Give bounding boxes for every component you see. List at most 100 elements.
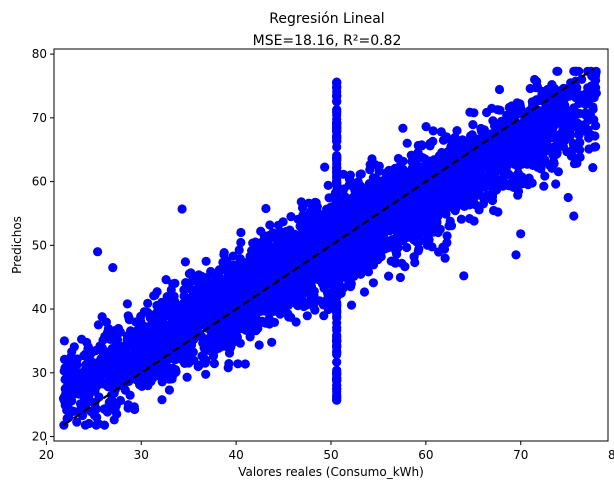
data-point (468, 120, 478, 130)
data-point (489, 205, 499, 216)
data-point (274, 267, 284, 277)
data-point (125, 390, 135, 400)
data-point (332, 280, 342, 291)
data-point (524, 144, 534, 154)
data-point (254, 340, 264, 350)
data-point (214, 275, 224, 285)
plot-area (58, 66, 601, 430)
data-point (167, 374, 177, 384)
data-point (546, 110, 556, 120)
data-point (395, 188, 405, 198)
data-point (590, 71, 601, 81)
x-tick-label: 70 (513, 448, 528, 462)
data-point (212, 284, 222, 294)
data-point (332, 245, 342, 255)
y-axis-title: Predichos (10, 216, 24, 274)
data-point (352, 207, 363, 217)
data-point (361, 208, 371, 218)
data-point (320, 162, 330, 172)
data-point (113, 348, 123, 358)
data-point (223, 363, 233, 373)
data-point (488, 164, 498, 174)
data-point (292, 275, 302, 285)
data-point (135, 380, 145, 390)
data-point (97, 312, 107, 322)
data-point (162, 292, 172, 302)
data-point (570, 66, 580, 76)
data-point (555, 106, 565, 116)
data-point (346, 239, 356, 249)
data-point (315, 296, 325, 306)
data-point (461, 138, 471, 148)
data-point (369, 179, 380, 189)
data-point (392, 163, 402, 173)
data-point (469, 172, 479, 183)
data-point (405, 179, 415, 189)
data-point (534, 117, 544, 127)
data-point (524, 151, 534, 161)
data-point (332, 229, 342, 239)
data-point (517, 156, 527, 166)
y-tick-label: 60 (32, 175, 47, 189)
data-point (152, 367, 162, 377)
data-point (304, 280, 314, 290)
data-point (234, 258, 244, 268)
data-point (277, 248, 288, 258)
data-point (82, 337, 92, 347)
data-point (236, 265, 246, 275)
data-point (229, 273, 239, 283)
data-point (235, 338, 245, 348)
data-point (274, 286, 284, 297)
data-point (465, 214, 475, 224)
data-point (270, 257, 280, 267)
data-point (100, 347, 110, 357)
data-point (400, 233, 410, 243)
data-point (425, 141, 435, 151)
data-point (103, 324, 114, 334)
data-point (186, 268, 196, 278)
data-point (99, 420, 110, 430)
data-point (340, 191, 350, 201)
data-point (157, 377, 167, 387)
data-point (440, 253, 450, 263)
data-point (248, 280, 258, 290)
data-point (167, 323, 177, 333)
data-point (368, 278, 378, 288)
data-point (332, 90, 342, 100)
data-point (332, 302, 342, 312)
data-point (420, 164, 430, 174)
data-point (365, 160, 375, 170)
data-point (384, 271, 394, 281)
data-point (108, 334, 118, 344)
data-point (122, 299, 132, 309)
data-point (309, 244, 319, 255)
data-point (252, 245, 262, 255)
data-point (428, 126, 438, 136)
reference-line-group (62, 67, 595, 426)
data-point (566, 78, 576, 88)
data-point (480, 152, 490, 162)
data-point (332, 209, 342, 220)
data-point (588, 104, 598, 114)
data-point (354, 248, 364, 258)
data-point (105, 370, 115, 380)
data-point (446, 141, 456, 152)
data-point (278, 217, 288, 227)
data-point (533, 133, 543, 143)
data-point (157, 301, 167, 311)
data-point (166, 285, 176, 295)
data-point (215, 337, 225, 347)
data-point (99, 404, 109, 414)
data-point (181, 278, 191, 288)
data-point (193, 303, 203, 313)
data-point (558, 125, 568, 135)
data-point (444, 167, 455, 177)
data-point (142, 377, 152, 387)
data-point (286, 312, 296, 322)
data-point (456, 169, 466, 179)
x-axis-title: Valores reales (Consumo_kWh) (238, 465, 424, 479)
data-point (459, 271, 469, 281)
data-point (255, 256, 265, 266)
data-point (261, 318, 271, 328)
data-point (247, 269, 257, 280)
